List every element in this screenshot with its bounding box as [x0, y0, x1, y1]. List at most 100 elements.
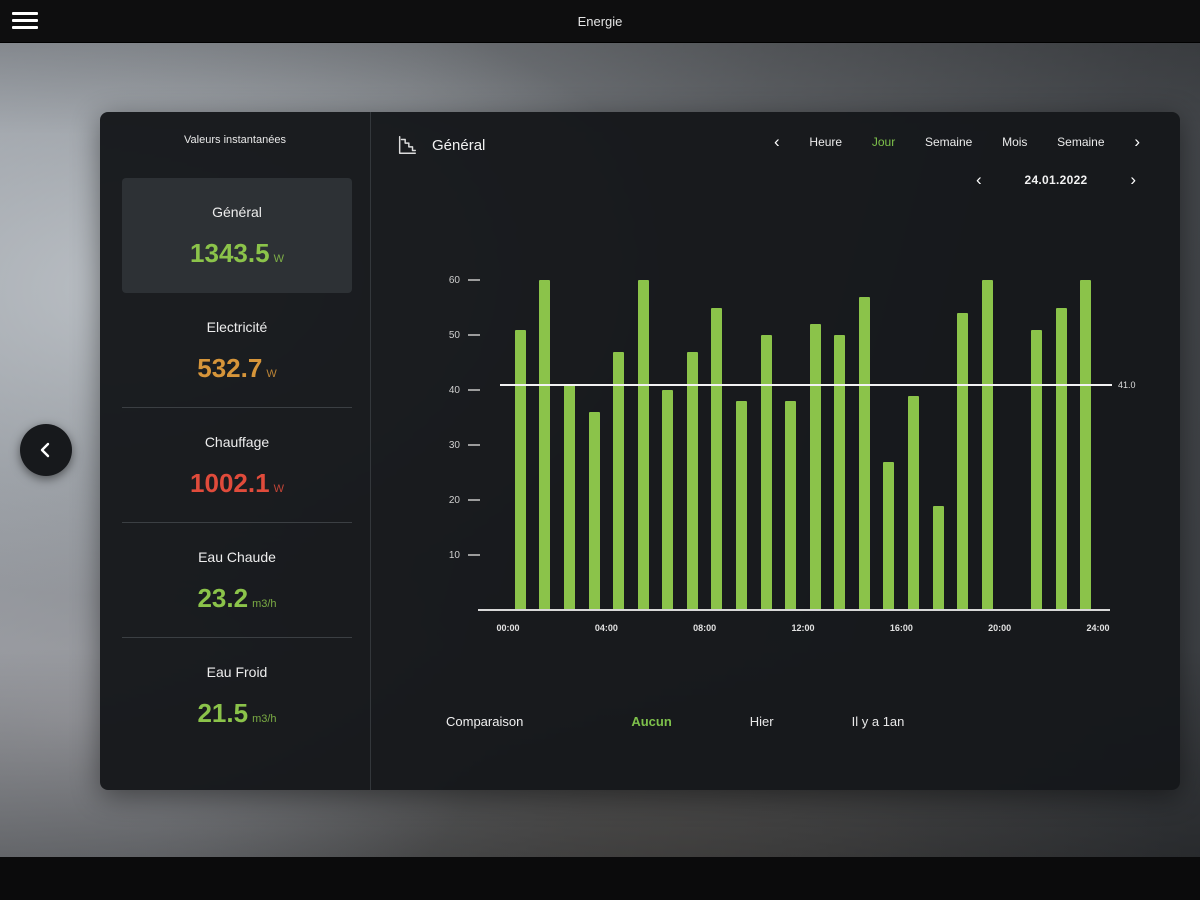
y-axis-ticks: 10 20 30 40 50 60	[418, 240, 480, 610]
sidebar-item-value: 23.2	[197, 583, 249, 613]
bar-slot-14:00	[852, 240, 877, 610]
y-tick-label: 40	[448, 384, 460, 396]
average-line-label: 41.0	[1118, 379, 1136, 390]
menu-button[interactable]	[12, 10, 44, 34]
sidebar-item-unit: W	[273, 253, 284, 265]
tab-jour-1[interactable]: Jour	[871, 135, 896, 149]
y-tick-30: 30	[438, 439, 480, 451]
x-tick-20:00: 20:00	[988, 623, 1012, 633]
bar-slot-23:00	[1073, 240, 1098, 610]
comparison-option-hier[interactable]: Hier	[749, 714, 774, 729]
sidebar-item-label: Chauffage	[204, 434, 270, 450]
bar-slot-00:00	[508, 240, 533, 610]
bar-15:00	[883, 461, 895, 610]
back-button[interactable]	[20, 424, 72, 476]
y-tick-label: 60	[448, 274, 460, 286]
bar-slot-11:00	[778, 240, 803, 610]
bar-slot-22:00	[1049, 240, 1074, 610]
statistics-icon	[398, 136, 416, 154]
sidebar-item-eau-chaude[interactable]: Eau Chaude 23.2 m3/h	[122, 523, 352, 638]
period-next-button[interactable]: ›	[1134, 132, 1140, 151]
y-tick-label: 10	[448, 549, 460, 561]
y-tick-label: 50	[448, 329, 460, 341]
tab-semaine-2[interactable]: Semaine	[924, 135, 973, 149]
sidebar-divider	[370, 112, 371, 790]
bar-09:00	[735, 401, 747, 610]
bar-19:00	[981, 280, 993, 610]
bar-17:00	[932, 505, 944, 610]
bar-18:00	[957, 313, 969, 610]
bar-05:00	[637, 280, 649, 610]
bar-slot-01:00	[533, 240, 558, 610]
comparison-option-aucun[interactable]: Aucun	[631, 714, 672, 729]
chevron-left-icon	[40, 442, 50, 458]
sidebar-item-label: Eau Froid	[206, 664, 268, 680]
sidebar-header: Valeurs instantanées	[184, 134, 286, 146]
bar-slot-17:00	[926, 240, 951, 610]
y-tick-dash	[468, 334, 480, 336]
bar-07:00	[686, 351, 698, 610]
sidebar-item-value-row: 21.5 m3/h	[122, 698, 352, 729]
bar-slot-10:00	[754, 240, 779, 610]
bar-slot-19:00	[975, 240, 1000, 610]
tab-semaine-4[interactable]: Semaine	[1057, 135, 1105, 149]
sidebar-item-value-row: 1343.5 W	[122, 238, 352, 269]
sidebar-item-value: 532.7	[197, 353, 263, 383]
topbar: Energie	[0, 0, 1200, 43]
bar-04:00	[613, 351, 625, 610]
bar-slot-13:00	[828, 240, 853, 610]
page-title: Energie	[577, 13, 623, 29]
date-prev-button[interactable]: ‹	[976, 170, 982, 189]
period-prev-button[interactable]: ‹	[774, 132, 780, 151]
comparison-row: Comparaison Aucun Hier Il y a 1an	[446, 714, 904, 729]
energy-panel: Valeurs instantanées Général 1343.5 W Ele…	[100, 112, 1180, 790]
bar-slot-16:00	[901, 240, 926, 610]
sidebar-item-chauffage[interactable]: Chauffage 1002.1 W	[122, 408, 352, 523]
date-next-button[interactable]: ›	[1130, 170, 1136, 189]
tab-mois-3[interactable]: Mois	[1002, 135, 1028, 149]
bar-03:00	[588, 412, 600, 610]
x-axis-line	[478, 609, 1110, 611]
sidebar-item-value: 21.5	[197, 698, 249, 728]
bottom-bar	[0, 857, 1200, 900]
bar-slot-21:00	[1024, 240, 1049, 610]
comparison-options: Aucun Hier Il y a 1an	[631, 714, 904, 729]
bar-slot-05:00	[631, 240, 656, 610]
sidebar-item-unit: W	[273, 483, 284, 495]
sidebar-item-value-row: 1002.1 W	[122, 468, 352, 499]
bar-21:00	[1030, 329, 1042, 610]
bar-slot-18:00	[950, 240, 975, 610]
bar-10:00	[760, 335, 772, 610]
sidebar-item-value: 1002.1	[190, 468, 270, 498]
bar-02:00	[563, 384, 575, 610]
y-tick-40: 40	[438, 384, 480, 396]
sidebar-item-electricité[interactable]: Electricité 532.7 W	[122, 293, 352, 408]
chart-header: Général	[396, 134, 485, 156]
y-tick-dash	[468, 389, 480, 391]
y-tick-label: 20	[448, 494, 460, 506]
x-tick-12:00: 12:00	[791, 623, 815, 633]
comparison-option-il-y-a-1an[interactable]: Il y a 1an	[851, 714, 905, 729]
y-tick-dash	[468, 279, 480, 281]
bar-slot-15:00	[877, 240, 902, 610]
average-line	[500, 383, 1112, 386]
tab-heure-0[interactable]: Heure	[809, 135, 843, 149]
bar-13:00	[834, 335, 846, 610]
bar-slot-02:00	[557, 240, 582, 610]
sidebar-item-eau-froid[interactable]: Eau Froid 21.5 m3/h	[122, 638, 352, 753]
bar-12:00	[809, 324, 821, 610]
y-tick-50: 50	[438, 329, 480, 341]
sidebar-item-général[interactable]: Général 1343.5 W	[122, 178, 352, 293]
bar-slot-04:00	[606, 240, 631, 610]
sidebar-item-unit: m3/h	[252, 713, 277, 725]
sidebar-item-value: 1343.5	[190, 238, 270, 268]
y-tick-60: 60	[438, 274, 480, 286]
bar-slot-07:00	[680, 240, 705, 610]
x-tick-04:00: 04:00	[594, 623, 618, 633]
bar-14:00	[858, 296, 870, 610]
sidebar-item-value-row: 23.2 m3/h	[122, 583, 352, 614]
comparison-label: Comparaison	[446, 714, 524, 729]
y-tick-20: 20	[438, 494, 480, 506]
sidebar-item-value-row: 532.7 W	[122, 353, 352, 384]
